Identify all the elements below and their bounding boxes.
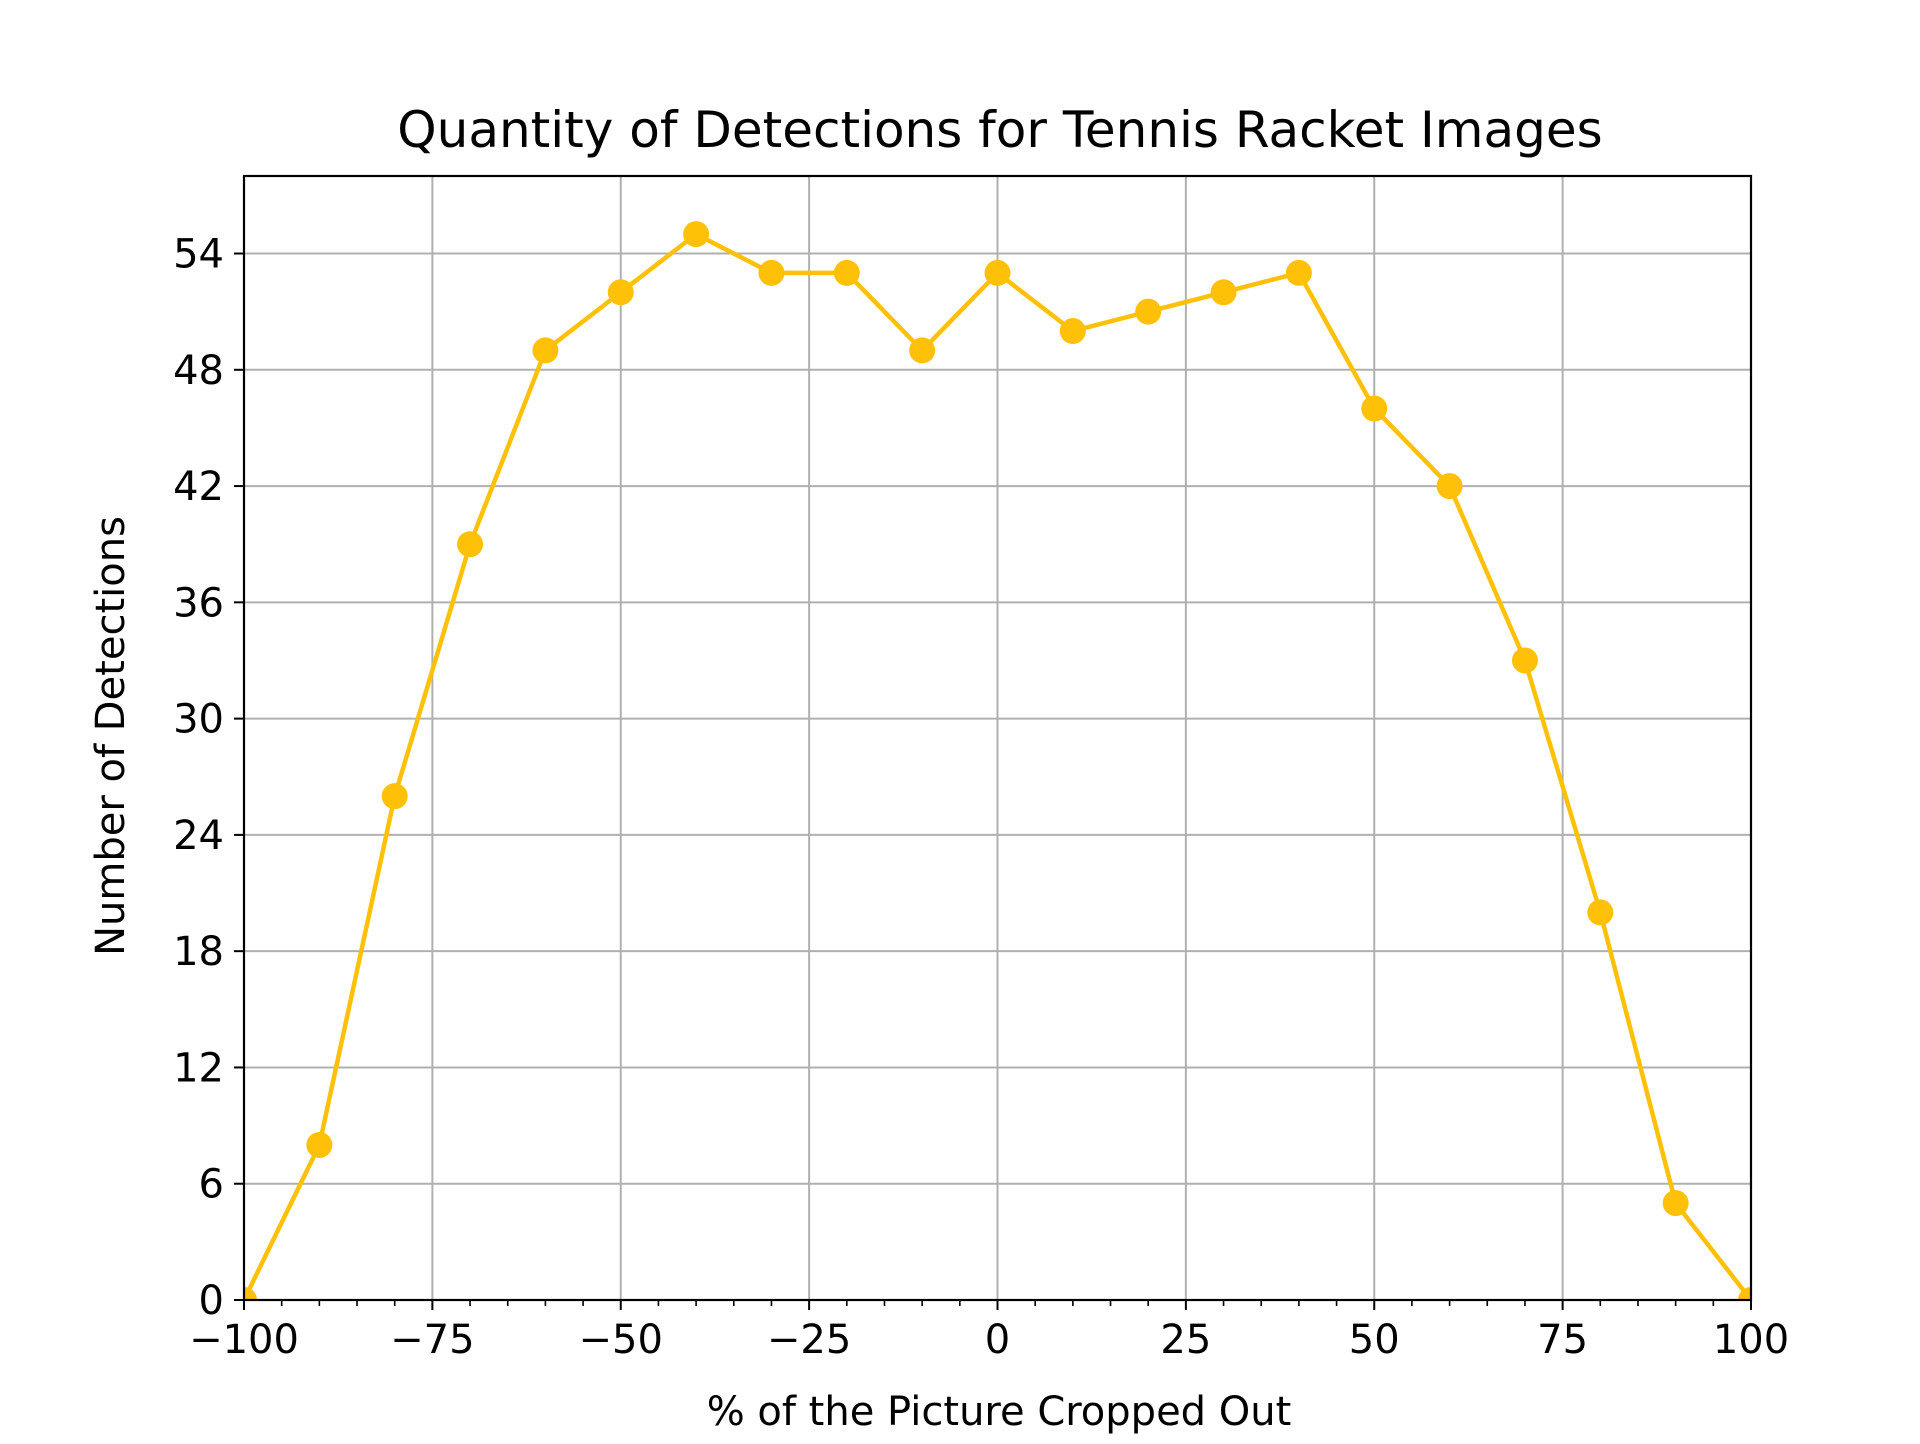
- data-point: [1436, 473, 1463, 500]
- data-point: [1135, 298, 1162, 325]
- data-point: [607, 279, 634, 306]
- data-point: [532, 337, 559, 364]
- y-tick-label: 0: [199, 1278, 224, 1324]
- y-tick-label: 42: [173, 464, 224, 510]
- series-layer: [244, 221, 1751, 1300]
- y-axis-label: Number of Detections: [88, 516, 134, 956]
- x-tick-label: −75: [390, 1317, 474, 1363]
- y-tick-label: 36: [173, 580, 224, 626]
- data-point: [683, 221, 710, 248]
- x-tick-label: −100: [189, 1317, 299, 1363]
- x-tick-label: 100: [1713, 1317, 1789, 1363]
- x-tick-label: 50: [1349, 1317, 1400, 1363]
- y-tick-label: 30: [173, 697, 224, 743]
- data-point: [381, 783, 408, 810]
- grid: [243, 176, 1752, 1301]
- data-point: [833, 259, 860, 286]
- data-point: [1738, 1287, 1751, 1300]
- data-point: [1210, 279, 1237, 306]
- data-point: [244, 1287, 257, 1300]
- y-tick-label: 24: [173, 813, 224, 859]
- data-point: [1511, 647, 1538, 674]
- data-point: [1285, 259, 1312, 286]
- x-tick-label: −50: [579, 1317, 663, 1363]
- data-point: [758, 259, 785, 286]
- y-tick-label: 48: [173, 348, 224, 394]
- data-point: [1662, 1190, 1689, 1217]
- ticks: −100 −75 −50 −25 0 25 50 75 100 0 6 12 18 24 30 36 42 48 5…: [173, 232, 1789, 1363]
- data-point: [1059, 318, 1086, 345]
- y-tick-label: 54: [173, 232, 224, 278]
- x-tick-label: 25: [1160, 1317, 1211, 1363]
- y-tick-label: 12: [173, 1045, 224, 1091]
- x-tick-label: 0: [985, 1317, 1010, 1363]
- x-tick-label: 75: [1537, 1317, 1588, 1363]
- x-tick-label: −25: [767, 1317, 851, 1363]
- data-point: [984, 259, 1011, 286]
- y-tick-label: 18: [173, 929, 224, 975]
- data-point: [1361, 395, 1388, 422]
- y-tick-label: 6: [199, 1162, 224, 1208]
- data-point: [306, 1131, 333, 1158]
- chart-title: Quantity of Detections for Tennis Racket…: [397, 101, 1602, 159]
- data-point: [457, 531, 484, 558]
- x-axis-label: % of the Picture Cropped Out: [707, 1389, 1292, 1435]
- data-point: [1587, 899, 1614, 926]
- data-point: [909, 337, 936, 364]
